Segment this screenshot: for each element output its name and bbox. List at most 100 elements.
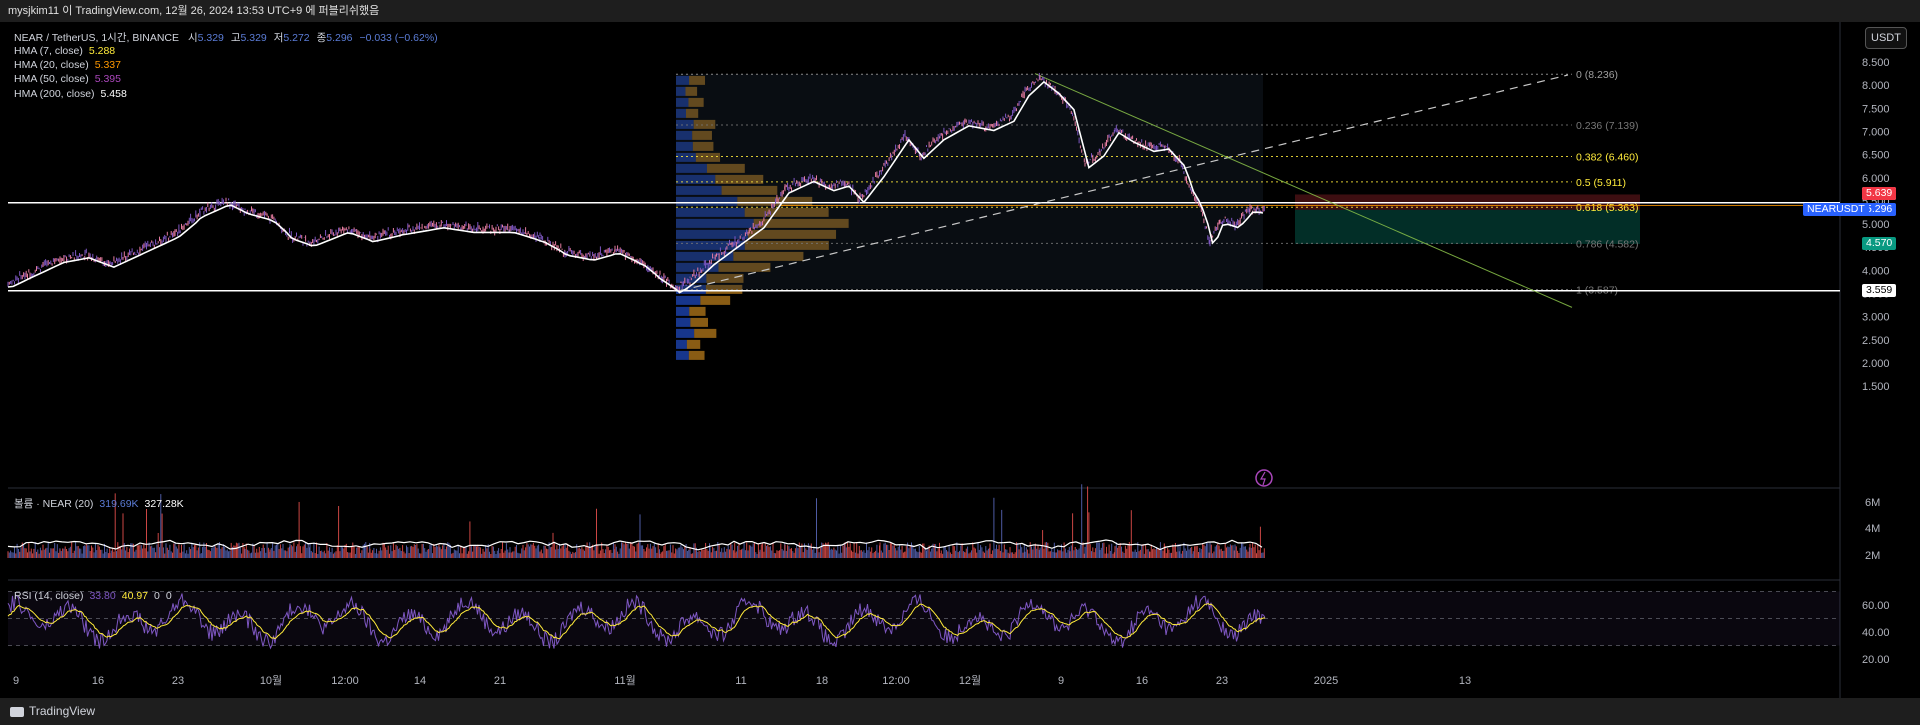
- volume-profile-bar-down: [688, 350, 705, 360]
- price-chart[interactable]: 0 (8.236) 0.236 (7.139) 0.382 (6.460) 0.5 (…: [0, 22, 1920, 698]
- hma-200-value: 5.458: [100, 88, 127, 100]
- volume-profile-bar-down: [695, 152, 721, 162]
- y-tick-label: 3.000: [1862, 312, 1890, 324]
- x-tick-label: 10월: [260, 674, 282, 687]
- volume-profile-bar-up: [676, 207, 745, 217]
- rsi-label: RSI (14, close): [14, 590, 84, 602]
- volume-profile-bar-up: [676, 141, 693, 151]
- volume-profile: [676, 74, 1263, 360]
- volume-pane: [7, 484, 1265, 558]
- change-value: −0.033 (−0.62%): [359, 32, 438, 44]
- price-tag: 5.296: [1862, 203, 1897, 217]
- volume-profile-bar-up: [676, 75, 690, 85]
- fib-trend-line: [679, 74, 1569, 292]
- volume-profile-bar-up: [676, 163, 707, 173]
- volume-profile-bar-down: [706, 163, 745, 173]
- volume-profile-bar-down: [685, 108, 699, 118]
- rsi-tick-label: 20.00: [1862, 654, 1890, 666]
- rsi-tick-label: 40.00: [1862, 627, 1890, 639]
- volume-profile-bar-up: [676, 130, 693, 140]
- rsi-value-3: 0: [154, 590, 160, 602]
- y-tick-label: 1.500: [1862, 381, 1890, 393]
- y-tick-label: 7.500: [1862, 103, 1890, 115]
- volume-profile-bar-down: [733, 251, 804, 261]
- volume-profile-bar-up: [676, 295, 701, 305]
- x-tick-label: 13: [1459, 675, 1471, 687]
- x-tick-label: 9: [13, 675, 19, 687]
- publish-header: mysjkim11 이 TradingView.com, 12월 26, 202…: [0, 0, 1920, 22]
- tradingview-logo-icon: [10, 706, 24, 717]
- volume-profile-bar-up: [676, 174, 716, 184]
- price-tag: 3.559: [1862, 283, 1897, 297]
- rsi-legend[interactable]: RSI (14, close) 33.80 40.97 0 0: [14, 590, 172, 602]
- legend-hma-20[interactable]: HMA (20, close) 5.337: [14, 59, 121, 71]
- rsi-value-4: 0: [165, 590, 172, 602]
- fib-level-label: 0.786 (4.582): [1576, 238, 1638, 250]
- volume-profile-bar-down: [694, 328, 717, 338]
- volume-profile-bar-up: [676, 119, 694, 129]
- x-tick-label: 11: [735, 675, 746, 687]
- fib-level-label: 0.5 (5.911): [1576, 177, 1626, 189]
- volume-value-1: 319.69K: [99, 498, 139, 510]
- rsi-tick-label: 60.00: [1862, 600, 1890, 612]
- low-value: 5.272: [283, 32, 310, 44]
- volume-profile-bar-up: [676, 306, 690, 316]
- fib-level-label: 0.236 (7.139): [1576, 120, 1638, 132]
- legend-hma-7[interactable]: HMA (7, close) 5.288: [14, 45, 115, 57]
- hma-200-label: HMA (200, close): [14, 88, 95, 100]
- legend-hma-50[interactable]: HMA (50, close) 5.395: [14, 73, 121, 85]
- hma-7-label: HMA (7, close): [14, 45, 83, 57]
- volume-profile-bar-up: [676, 185, 722, 195]
- volume-tick-label: 2M: [1865, 550, 1880, 562]
- rsi-line: [7, 593, 1266, 650]
- hma-200-line: [7, 80, 1264, 294]
- volume-profile-bar-down: [744, 207, 829, 217]
- low-label: 저: [273, 32, 284, 44]
- volume-value-2: 327.28K: [144, 498, 184, 510]
- x-tick-label: 16: [1136, 675, 1148, 687]
- volume-profile-bar-up: [676, 339, 687, 349]
- rsi-value: 33.80: [89, 590, 116, 602]
- volume-profile-bar-up: [676, 97, 689, 107]
- volume-profile-bar-up: [676, 350, 689, 360]
- x-tick-label: 2025: [1314, 675, 1338, 687]
- volume-profile-bar-down: [718, 262, 771, 272]
- volume-profile-bar-down: [753, 218, 849, 228]
- y-tick-label: 4.000: [1862, 265, 1890, 277]
- y-tick-label: 8.500: [1862, 57, 1890, 69]
- volume-profile-bar-up: [676, 240, 745, 250]
- x-tick-label: 23: [1216, 675, 1228, 687]
- x-tick-label: 12:00: [331, 675, 359, 687]
- hma-50-value: 5.395: [94, 73, 121, 85]
- x-tick-label: 12월: [959, 674, 981, 687]
- x-tick-label: 21: [494, 675, 506, 687]
- x-tick-label: 11월: [614, 674, 636, 687]
- volume-profile-bar-down: [721, 185, 778, 195]
- volume-profile-bar-down: [693, 119, 716, 129]
- volume-profile-bar-down: [706, 273, 744, 283]
- volume-legend[interactable]: 볼륨 · NEAR (20) 319.69K 327.28K: [14, 496, 184, 511]
- x-tick-label: 23: [172, 675, 184, 687]
- volume-profile-bar-down: [689, 75, 706, 85]
- volume-profile-bar-up: [676, 152, 696, 162]
- close-label: 종: [316, 32, 327, 44]
- open-value: 5.329: [197, 32, 224, 44]
- x-tick-label: 9: [1058, 675, 1064, 687]
- hma-20-value: 5.337: [94, 59, 121, 71]
- close-value: 5.296: [326, 32, 353, 44]
- volume-tick-label: 6M: [1865, 497, 1880, 509]
- descending-trendline: [1034, 73, 1573, 308]
- volume-profile-bar-down: [715, 174, 764, 184]
- volume-profile-bar-down: [690, 317, 709, 327]
- open-label: 시: [187, 32, 198, 44]
- volume-profile-bar-down: [686, 339, 701, 349]
- volume-profile-bar-down: [688, 97, 704, 107]
- legend-hma-200[interactable]: HMA (200, close) 5.458: [14, 88, 127, 100]
- volume-profile-bar-down: [744, 240, 829, 250]
- volume-profile-bar-up: [676, 229, 749, 239]
- rsi-pane: [7, 591, 1840, 650]
- volume-profile-bar-up: [676, 328, 695, 338]
- symbol-title: NEAR / TetherUS, 1시간, BINANCE: [14, 32, 180, 44]
- currency-button[interactable]: USDT: [1865, 27, 1907, 49]
- fib-level-label: 0.382 (6.460): [1576, 151, 1638, 163]
